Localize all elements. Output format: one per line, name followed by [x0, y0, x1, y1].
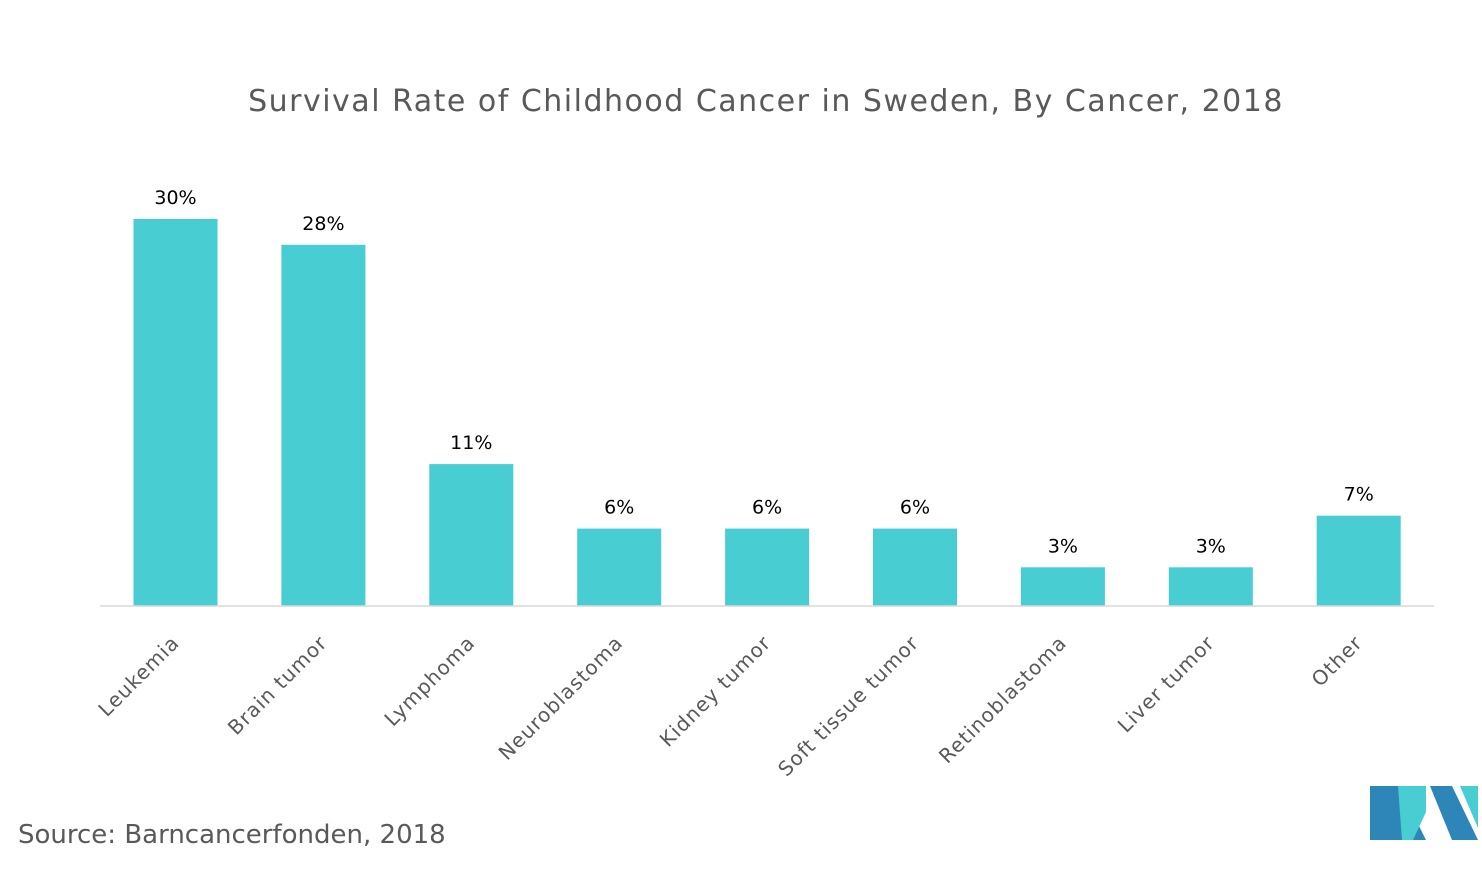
x-tick-label: Brain tumor [223, 631, 332, 740]
x-tick-label: Soft tissue tumor [773, 631, 924, 782]
x-tick-label: Retinoblastoma [934, 631, 1071, 768]
source-note: Source: Barncancerfonden, 2018 [18, 820, 446, 850]
bar-soft-tissue-tumor [873, 528, 957, 606]
bars-group [133, 219, 1401, 607]
tick-labels-group: Leukemia Brain tumor Lymphoma Neuroblastoma… [93, 631, 1367, 782]
logo-shape-far-right [1460, 786, 1478, 828]
data-label: 6% [752, 497, 782, 519]
x-tick-label: Leukemia [93, 631, 184, 722]
chart-title: Survival Rate of Childhood Cancer in Swe… [248, 84, 1284, 119]
x-tick-label: Neuroblastoma [494, 631, 628, 765]
bar-other [1316, 515, 1401, 606]
data-label: 6% [900, 497, 930, 519]
bar-liver-tumor [1168, 567, 1253, 606]
bar-kidney-tumor [725, 528, 810, 606]
x-tick-label: Kidney tumor [655, 631, 776, 752]
bar-leukemia [133, 219, 218, 606]
data-label: 7% [1344, 484, 1374, 506]
bar-neuroblastoma [577, 528, 662, 606]
bar-brain-tumor [281, 244, 366, 607]
logo-shape-middle [1398, 786, 1426, 840]
data-label: 6% [604, 497, 634, 519]
data-labels-group: 30% 28% 11% 6% 6% 6% 3% 3% 7% [154, 187, 1373, 557]
bar-retinoblastoma [1020, 567, 1105, 606]
logo-shape-right [1430, 786, 1478, 840]
data-label: 3% [1048, 535, 1078, 557]
data-label: 3% [1196, 535, 1226, 557]
data-label: 11% [450, 432, 492, 454]
data-label: 30% [154, 187, 196, 209]
brand-logo [1370, 786, 1478, 840]
x-tick-label: Lymphoma [379, 631, 479, 731]
data-label: 28% [302, 213, 344, 235]
bar-lymphoma [429, 464, 514, 606]
x-tick-label: Liver tumor [1113, 631, 1220, 738]
x-tick-label: Other [1307, 631, 1368, 692]
